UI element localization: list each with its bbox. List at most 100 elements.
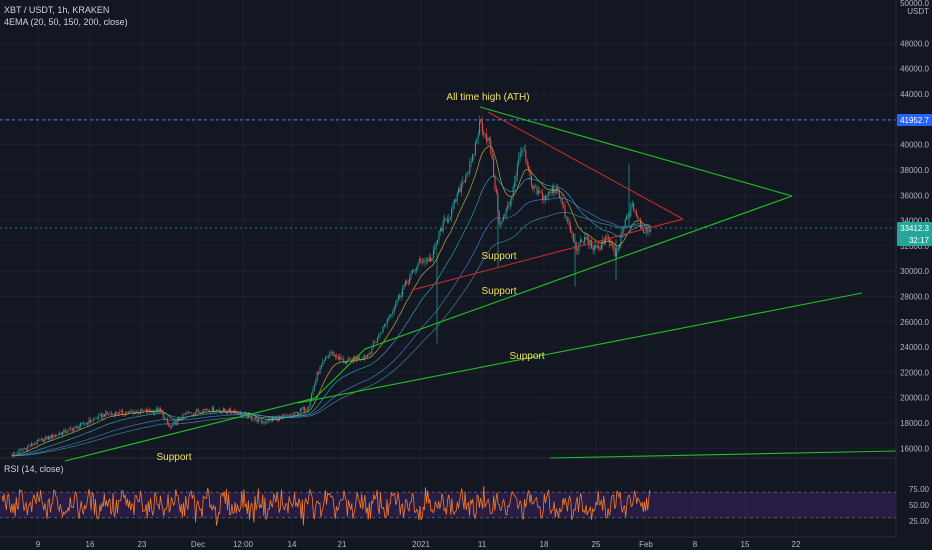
candle-body bbox=[199, 411, 201, 412]
candle-body bbox=[133, 411, 135, 415]
candle-body bbox=[364, 355, 366, 359]
ema-line bbox=[12, 211, 651, 457]
candle-body bbox=[40, 438, 42, 440]
candle-body bbox=[154, 411, 156, 414]
candle-body bbox=[218, 410, 220, 412]
candle-body bbox=[294, 411, 296, 415]
candle-body bbox=[481, 122, 483, 132]
candle-body bbox=[63, 429, 65, 432]
triangle-upper-line bbox=[487, 111, 684, 220]
candle-body bbox=[403, 285, 405, 289]
candle-body bbox=[369, 353, 371, 355]
candle-body bbox=[312, 389, 314, 395]
candle-body bbox=[467, 172, 469, 174]
candle-body bbox=[341, 358, 343, 360]
candle-body bbox=[189, 412, 191, 413]
candle-body bbox=[649, 229, 651, 232]
candle-body bbox=[206, 409, 208, 410]
ath-price-tag-label: 41952.7 bbox=[900, 116, 929, 125]
candle-body bbox=[486, 134, 488, 142]
candle-body bbox=[532, 184, 534, 190]
candle-body bbox=[248, 414, 250, 419]
candle-body bbox=[614, 251, 616, 257]
candle-body bbox=[487, 137, 489, 142]
candle-body bbox=[56, 434, 58, 436]
candle-body bbox=[12, 452, 14, 457]
candle-body bbox=[445, 218, 447, 220]
candle-body bbox=[187, 412, 189, 414]
candle-body bbox=[638, 218, 640, 220]
annotation-ath: All time high (ATH) bbox=[446, 92, 529, 103]
price-tick-label: 20000.0 bbox=[900, 394, 929, 403]
candle-body bbox=[543, 195, 545, 201]
candle-body bbox=[129, 411, 131, 412]
candle-body bbox=[484, 134, 486, 135]
candle-body bbox=[309, 400, 311, 407]
candle-body bbox=[514, 181, 516, 187]
candle-body bbox=[479, 120, 481, 135]
candle-body bbox=[274, 418, 276, 420]
candle-body bbox=[438, 231, 440, 240]
candle-body bbox=[82, 422, 84, 425]
candle-body bbox=[421, 260, 423, 263]
grid bbox=[0, 0, 896, 537]
candle-body bbox=[556, 187, 558, 191]
ema-line bbox=[11, 175, 651, 457]
candle-body bbox=[428, 257, 430, 262]
candle-body bbox=[606, 236, 608, 237]
price-tick-label: 30000.0 bbox=[900, 267, 929, 276]
candle-body bbox=[530, 176, 532, 185]
candle-body bbox=[273, 418, 275, 420]
candle-body bbox=[36, 439, 38, 445]
candle-body bbox=[568, 222, 570, 226]
candle-body bbox=[14, 452, 16, 454]
candle-body bbox=[526, 160, 528, 167]
candle-body bbox=[106, 411, 108, 414]
candle-body bbox=[619, 243, 621, 249]
candle-body bbox=[204, 409, 206, 410]
candle-body bbox=[67, 429, 69, 433]
candle-body bbox=[208, 410, 210, 412]
candle-body bbox=[113, 413, 115, 417]
candle-body bbox=[567, 217, 569, 223]
candle-body bbox=[595, 244, 597, 248]
ema-lines bbox=[11, 145, 651, 457]
candle-body bbox=[60, 433, 62, 435]
candle-body bbox=[290, 415, 292, 417]
candle-body bbox=[17, 452, 19, 454]
candle-body bbox=[95, 418, 97, 419]
candle-body bbox=[144, 409, 146, 411]
candle-body bbox=[213, 407, 215, 413]
candle-body bbox=[410, 273, 412, 278]
candle-body bbox=[119, 411, 121, 415]
candle-body bbox=[493, 158, 495, 177]
candle-body bbox=[540, 192, 542, 193]
candle-body bbox=[155, 408, 157, 412]
candle-body bbox=[291, 414, 293, 417]
candle-body bbox=[178, 418, 180, 420]
price-axis-top-label: 50000.0 bbox=[900, 0, 929, 8]
candle-body bbox=[183, 413, 185, 415]
candle-body bbox=[343, 358, 345, 364]
candle-body bbox=[385, 324, 387, 325]
candle-body bbox=[147, 409, 149, 412]
candle-body bbox=[52, 434, 54, 438]
candle-body bbox=[362, 358, 364, 359]
candle-body bbox=[453, 199, 455, 204]
candle-body bbox=[201, 412, 203, 413]
candle-body bbox=[529, 170, 531, 177]
candle-body bbox=[266, 422, 268, 423]
candle-body bbox=[332, 352, 334, 354]
candle-body bbox=[246, 413, 248, 419]
candle-body bbox=[452, 203, 454, 210]
candle-body bbox=[334, 355, 336, 357]
time-tick-label: 25 bbox=[592, 540, 601, 549]
candle-body bbox=[630, 205, 632, 217]
candle-body bbox=[495, 189, 497, 193]
candle-body bbox=[308, 406, 310, 410]
candle-body bbox=[593, 244, 595, 251]
candle-body bbox=[88, 419, 90, 425]
